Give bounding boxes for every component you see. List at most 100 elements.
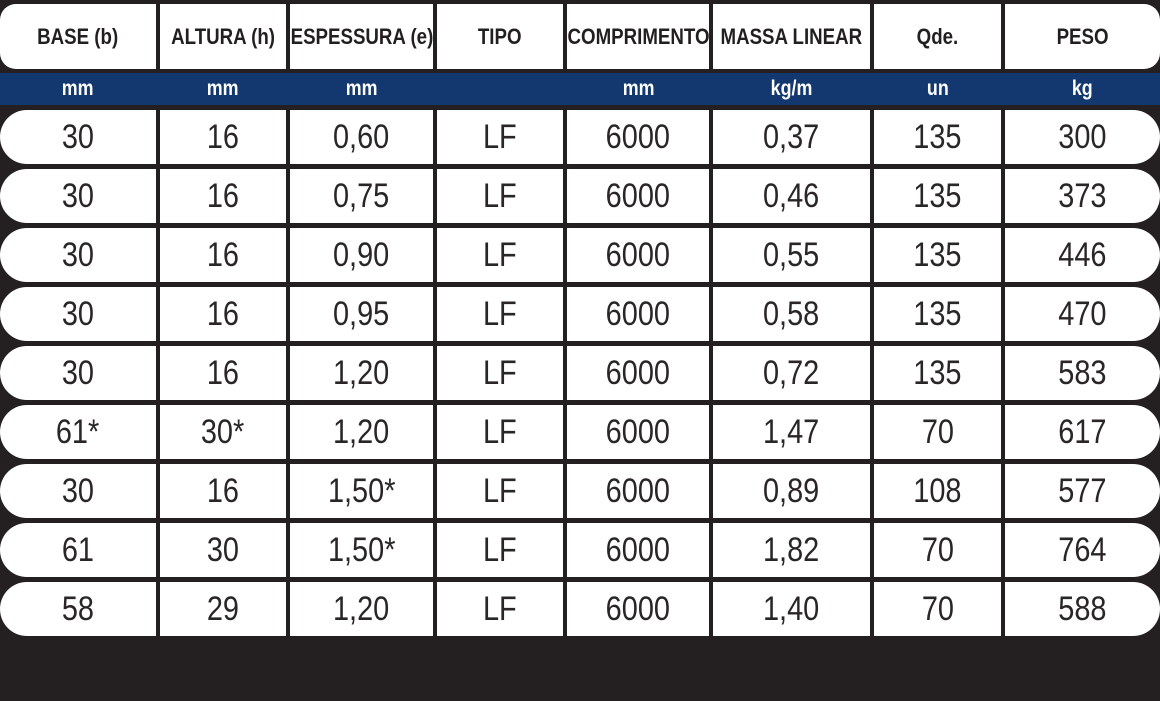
table-cell-value: 30 — [61, 176, 94, 215]
column-header-espessura: ESPESSURA (e) — [290, 4, 433, 69]
table-cell: 16 — [159, 464, 287, 518]
table-cell-value: 1,50* — [327, 530, 396, 569]
table-cell: 135 — [873, 287, 1002, 341]
table-cell: 446 — [1005, 228, 1160, 282]
table-cell-value: 30 — [61, 235, 94, 274]
table-cell: 577 — [1005, 464, 1160, 518]
unit-cell-altura: mm — [160, 73, 287, 105]
table-cell-value: 446 — [1058, 235, 1107, 274]
table-cell: 16 — [159, 228, 287, 282]
table-cell-value: LF — [483, 176, 518, 215]
table-cell-value: 1,20 — [333, 412, 390, 451]
table-cell-value: 30 — [206, 530, 240, 569]
table-cell: 30 — [0, 346, 156, 400]
table-cell: 61 — [0, 523, 156, 577]
table-cell: LF — [436, 464, 564, 518]
unit-label: mm — [207, 77, 239, 100]
unit-label: kg/m — [770, 77, 813, 100]
table-cell: 6000 — [567, 523, 710, 577]
table-cell-value: 764 — [1058, 530, 1107, 569]
table-cell: 0,75 — [290, 169, 433, 223]
table-cell-value: 108 — [913, 471, 962, 510]
table-cell: 1,20 — [290, 346, 433, 400]
unit-cell-massa-linear: kg/m — [713, 73, 870, 105]
table-cell: 0,55 — [713, 228, 870, 282]
table-cell: 0,90 — [290, 228, 433, 282]
table-cell: 1,50* — [290, 464, 433, 518]
table-cell-value: LF — [483, 412, 518, 451]
table-cell-value: 16 — [206, 235, 240, 274]
unit-label: mm — [345, 77, 378, 100]
table-cell: 16 — [159, 346, 287, 400]
table-cell: 135 — [873, 346, 1002, 400]
table-cell-value: 30 — [61, 471, 94, 510]
table-cell: 6000 — [567, 228, 710, 282]
unit-label: mm — [622, 77, 655, 100]
table-cell: 6000 — [567, 405, 710, 459]
table-row: 30 16 0,75 LF 6000 0,46 135 373 — [0, 169, 1160, 223]
table-cell: 0,95 — [290, 287, 433, 341]
column-header-label: PESO — [1056, 23, 1109, 49]
table-cell: 135 — [873, 169, 1002, 223]
table-cell: 0,72 — [713, 346, 870, 400]
table-cell-value: 1,20 — [333, 589, 390, 628]
table-cell: 1,20 — [290, 405, 433, 459]
table-cell: 1,40 — [713, 582, 870, 636]
column-header-massa-linear: MASSA LINEAR — [713, 4, 870, 69]
table-cell-value: 0,58 — [763, 294, 820, 333]
table-cell-value: 0,55 — [763, 235, 820, 274]
table-cell: 1,47 — [713, 405, 870, 459]
table-cell-value: 0,95 — [333, 294, 390, 333]
table-cell-value: 16 — [206, 471, 240, 510]
table-cell-value: 583 — [1058, 353, 1107, 392]
table-row: 30 16 1,20 LF 6000 0,72 135 583 — [0, 346, 1160, 400]
table-cell: 588 — [1005, 582, 1160, 636]
column-header-qde: Qde. — [873, 4, 1002, 69]
table-cell: 764 — [1005, 523, 1160, 577]
table-cell-value: 6000 — [606, 176, 671, 215]
table-body: 30 16 0,60 LF 6000 0,37 135 300 30 16 0,75 LF 6000 0,… — [0, 110, 1160, 636]
column-header-label: COMPRIMENTO — [567, 23, 710, 49]
column-header-label: BASE (b) — [37, 23, 119, 49]
column-header-base: BASE (b) — [0, 4, 156, 69]
table-cell-value: 61 — [61, 530, 94, 569]
table-cell-value: 300 — [1058, 117, 1107, 156]
unit-label: mm — [61, 77, 94, 100]
table-row: 61* 30* 1,20 LF 6000 1,47 70 617 — [0, 405, 1160, 459]
unit-cell-espessura: mm — [290, 73, 433, 105]
table-row: 30 16 0,90 LF 6000 0,55 135 446 — [0, 228, 1160, 282]
table-cell-value: 29 — [206, 589, 240, 628]
table-row: 61 30 1,50* LF 6000 1,82 70 764 — [0, 523, 1160, 577]
table-cell: 6000 — [567, 287, 710, 341]
table-row: 58 29 1,20 LF 6000 1,40 70 588 — [0, 582, 1160, 636]
table-cell: 6000 — [567, 346, 710, 400]
table-cell: 16 — [159, 110, 287, 164]
table-cell: 30 — [0, 464, 156, 518]
table-cell: 58 — [0, 582, 156, 636]
table-cell-value: 1,20 — [333, 353, 390, 392]
table-cell-value: 135 — [913, 117, 962, 156]
table-cell-value: 30 — [61, 117, 94, 156]
table-cell-value: LF — [483, 589, 518, 628]
table-cell-value: 1,40 — [763, 589, 820, 628]
unit-cell-comprimento: mm — [567, 73, 709, 105]
table-cell-value: 30 — [61, 294, 94, 333]
table-cell: 6000 — [567, 169, 710, 223]
table-cell-value: LF — [483, 294, 518, 333]
table-cell: 135 — [873, 228, 1002, 282]
table-cell: LF — [436, 346, 564, 400]
table-cell: 6000 — [567, 110, 710, 164]
table-cell-value: 373 — [1058, 176, 1107, 215]
table-cell-value: LF — [483, 117, 518, 156]
table-cell: 70 — [873, 523, 1002, 577]
table-cell-value: 135 — [913, 176, 962, 215]
table-cell-value: 1,82 — [763, 530, 820, 569]
table-cell-value: 0,75 — [333, 176, 390, 215]
table-cell: LF — [436, 110, 564, 164]
table-cell: 470 — [1005, 287, 1160, 341]
unit-label: kg — [1072, 77, 1094, 100]
table-cell: LF — [436, 228, 564, 282]
table-cell: 583 — [1005, 346, 1160, 400]
column-header-tipo: TIPO — [436, 4, 564, 69]
table-cell-value: 0,90 — [333, 235, 390, 274]
